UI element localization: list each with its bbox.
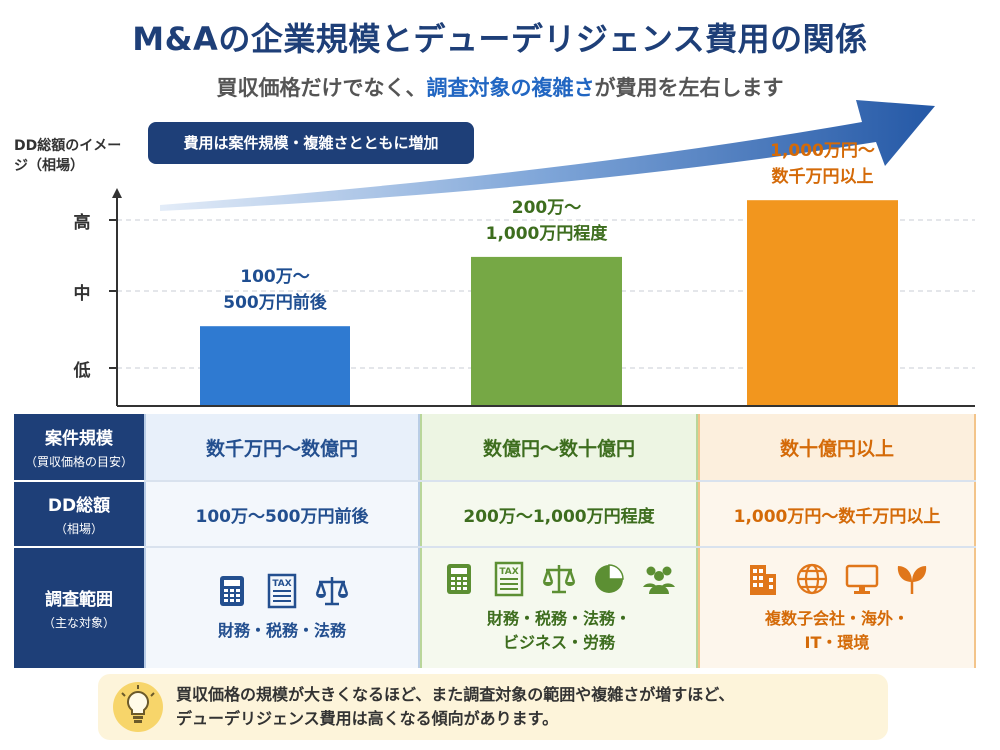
table-row-deal-size: 案件規模 （買収価格の目安） 数千万円〜数億円 数億円〜数十億円 数十億円以上	[14, 414, 976, 480]
note-text: 買収価格の規模が大きくなるほど、また調査対象の範囲や複雑さが増すほど、 デューデ…	[176, 683, 734, 731]
bar-label-line: 1,000万円程度	[485, 223, 608, 244]
scope-line: ビジネス・労務	[502, 633, 615, 652]
pie-chart-icon	[595, 564, 624, 593]
scope-text: 財務・税務・法務	[218, 619, 346, 643]
page-subtitle: 買収価格だけでなく、調査対象の複雑さが費用を左右します	[0, 72, 1000, 102]
row-head-sub: （相場）	[54, 522, 103, 536]
bar-label-line: 200万〜	[511, 197, 582, 218]
bar-label-1: 100万〜 500万円前後	[160, 264, 390, 316]
bar-3	[747, 200, 898, 406]
subtitle-suffix: が費用を左右します	[594, 76, 784, 100]
cell-deal-size-small: 数千万円〜数億円	[144, 414, 420, 480]
scope-icons: TAX	[441, 561, 677, 597]
y-tick-label: 高	[73, 213, 91, 233]
bar-label-2: 200万〜 1,000万円程度	[431, 195, 662, 247]
cell-dd-cost-small: 100万〜500万円前後	[144, 482, 420, 546]
row-head-dd-cost: DD総額 （相場）	[14, 482, 144, 546]
leaf-icon	[897, 566, 927, 594]
building-icon	[750, 565, 776, 595]
people-icon	[643, 566, 675, 594]
summary-note: 買収価格の規模が大きくなるほど、また調査対象の範囲や複雑さが増すほど、 デューデ…	[98, 674, 888, 740]
svg-text:TAX: TAX	[272, 579, 291, 589]
globe-icon	[796, 563, 828, 595]
y-tick-label: 中	[73, 284, 91, 304]
monitor-icon	[845, 564, 879, 594]
cell-scope-large: 複数子会社・海外・ IT・環境	[698, 548, 976, 668]
bar-label-3: 1,000万円〜 数千万円以上	[707, 138, 938, 190]
row-separator	[144, 546, 976, 548]
table-row-dd-cost: DD総額 （相場） 100万〜500万円前後 200万〜1,000万円程度 1,…	[14, 482, 976, 546]
row-head-title: DD総額	[47, 496, 111, 516]
scope-line: IT・環境	[804, 633, 870, 652]
bar-layer	[200, 200, 898, 406]
table-row-scope: 調査範囲 （主な対象） TAX 財務・税務・法務 TAX 財務・税務・法務・ ビジ…	[14, 548, 976, 668]
tax-document-icon: TAX	[267, 573, 297, 609]
subtitle-prefix: 買収価格だけでなく、	[216, 76, 427, 100]
row-head-title: 調査範囲	[45, 590, 113, 610]
svg-text:TAX: TAX	[499, 567, 518, 577]
scope-icons	[744, 561, 930, 597]
row-separator	[144, 480, 976, 482]
cell-deal-size-medium: 数億円〜数十億円	[420, 414, 698, 480]
cell-dd-cost-medium: 200万〜1,000万円程度	[420, 482, 698, 546]
bar-label-line: 1,000万円〜	[770, 141, 875, 162]
comparison-table: 案件規模 （買収価格の目安） 数千万円〜数億円 数億円〜数十億円 数十億円以上 …	[14, 414, 976, 668]
tax-document-icon: TAX	[494, 561, 524, 597]
cell-scope-medium: TAX 財務・税務・法務・ ビジネス・労務	[420, 548, 698, 668]
calculator-icon	[447, 564, 471, 594]
note-line: デューデリジェンス費用は高くなる傾向があります。	[176, 709, 559, 728]
row-head-deal-size: 案件規模 （買収価格の目安）	[14, 414, 144, 480]
row-head-sub: （買収価格の目安）	[24, 455, 133, 469]
bar-label-line: 500万円前後	[223, 293, 327, 314]
lightbulb-icon	[113, 682, 163, 732]
scope-text: 財務・税務・法務・ ビジネス・労務	[487, 607, 631, 655]
bar-label-line: 100万〜	[240, 267, 310, 288]
row-head-title: 案件規模	[45, 429, 113, 449]
scope-line: 財務・税務・法務・	[486, 609, 631, 628]
trend-arrow	[160, 100, 935, 211]
y-tick-label: 低	[73, 361, 91, 381]
bar-2	[471, 256, 622, 406]
cell-deal-size-large: 数十億円以上	[698, 414, 976, 480]
scales-icon	[542, 565, 576, 594]
note-line: 買収価格の規模が大きくなるほど、また調査対象の範囲や複雑さが増すほど、	[176, 685, 735, 704]
subtitle-highlight: 調査対象の複雑さ	[426, 76, 595, 100]
scales-icon	[315, 577, 349, 606]
row-head-scope: 調査範囲 （主な対象）	[14, 548, 144, 668]
scope-line: 財務・税務・法務	[217, 621, 346, 640]
row-head-sub: （主な対象）	[42, 616, 115, 630]
calculator-icon	[220, 576, 244, 606]
scope-line: 複数子会社・海外・	[764, 609, 909, 628]
cell-dd-cost-large: 1,000万円〜数千万円以上	[698, 482, 976, 546]
trend-note-badge: 費用は案件規模・複雑さとともに増加	[148, 122, 474, 164]
y-axis-arrowhead	[112, 188, 122, 198]
y-axis-label: DD総額のイメージ（相場）	[14, 138, 122, 174]
bar-1	[200, 326, 350, 406]
chart-svg	[109, 100, 975, 407]
bar-label-line: 数千万円以上	[771, 167, 874, 188]
scope-icons: TAX	[214, 573, 350, 609]
page-title: M&Aの企業規模とデューデリジェンス費用の関係	[132, 20, 868, 58]
cell-scope-small: TAX 財務・税務・法務	[144, 548, 420, 668]
scope-text: 複数子会社・海外・ IT・環境	[765, 607, 909, 655]
